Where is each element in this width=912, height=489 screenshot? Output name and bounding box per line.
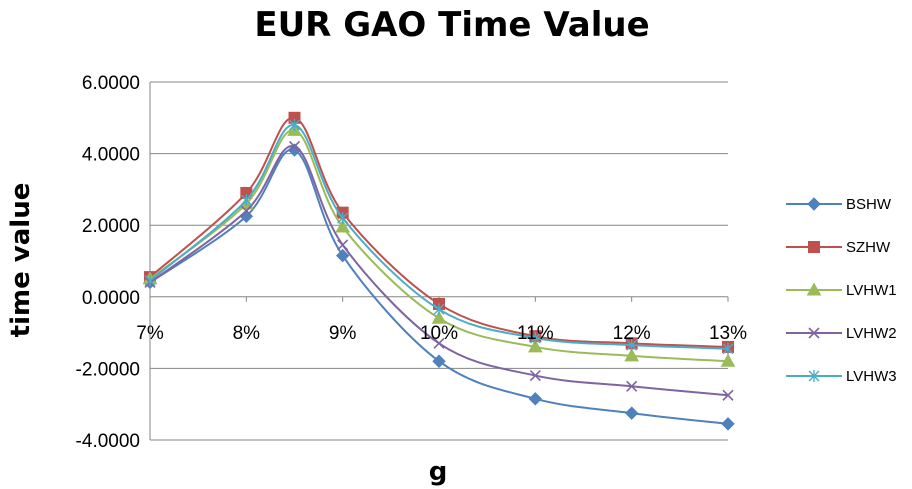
x-tick-label: 9% (329, 323, 357, 344)
data-point (288, 140, 301, 153)
legend-item-LVHW2: LVHW2 (786, 325, 897, 342)
data-point (527, 339, 543, 353)
y-tick-label: 4.0000 (82, 145, 140, 166)
y-tick-label: -4.0000 (76, 431, 140, 452)
series-line (149, 148, 729, 425)
legend-label: SZHW (846, 239, 891, 256)
data-point (626, 339, 638, 352)
plot-axes (149, 82, 729, 440)
data-point (720, 353, 736, 367)
legend-label: LVHW1 (846, 282, 897, 299)
legend-item-LVHW1: LVHW1 (786, 282, 897, 299)
plot-grid (150, 81, 728, 441)
data-point (624, 406, 639, 420)
legend-item-LVHW3: LVHW3 (786, 368, 897, 385)
data-point (626, 380, 638, 392)
y-axis-title: time value (6, 183, 36, 338)
x-tick-label: 11% (517, 323, 554, 344)
series-LVHW3 (144, 118, 734, 355)
legend-marker (808, 241, 820, 253)
x-tick-labels: 7% 8% 9% 10% 11% 12% 13% (136, 323, 747, 344)
y-tick-label: -2.0000 (76, 359, 140, 380)
x-tick-label: 10% (420, 323, 458, 344)
legend-marker (808, 370, 820, 382)
y-tick-label: 6.0000 (82, 73, 140, 94)
legend-label: BSHW (846, 196, 892, 213)
chart-title: EUR GAO Time Value (254, 5, 649, 45)
legend-label: LVHW3 (846, 368, 897, 385)
series-line (149, 145, 729, 397)
data-point (144, 274, 156, 287)
legend-marker (808, 327, 820, 339)
data-point (528, 392, 543, 406)
data-point (289, 118, 300, 131)
data-point (240, 205, 252, 217)
data-point (337, 212, 349, 225)
data-point (335, 248, 350, 263)
legend-marker (806, 282, 822, 296)
data-point (721, 417, 735, 431)
legend-item-SZHW: SZHW (786, 239, 891, 256)
x-axis-title: g (429, 457, 448, 487)
data-point (433, 337, 445, 349)
data-point (529, 369, 541, 382)
data-point (624, 348, 640, 362)
data-point (529, 331, 541, 344)
x-tick-label: 8% (233, 323, 261, 344)
x-tick-label: 7% (136, 323, 164, 344)
series-LVHW1 (142, 122, 736, 367)
data-point (433, 303, 445, 316)
data-point (722, 342, 734, 355)
x-tick-label: 13% (709, 323, 747, 344)
data-point (432, 354, 446, 368)
plot-series (142, 111, 736, 431)
legend: BSHW SZHW LVHW1 LVHW2 LVHW3 (786, 196, 897, 385)
data-point (431, 310, 447, 324)
legend-item-BSHW: BSHW (786, 196, 892, 213)
x-tick-label: 12% (613, 323, 651, 344)
data-point (335, 219, 351, 233)
data-point (240, 194, 252, 207)
legend-label: LVHW2 (846, 325, 897, 342)
data-point (337, 239, 349, 251)
legend-marker (807, 197, 821, 211)
data-point (722, 389, 734, 401)
y-tick-label: 0.0000 (82, 288, 140, 309)
y-tick-label: 2.0000 (82, 216, 140, 237)
y-tick-labels: 6.0000 4.0000 2.0000 0.0000 -2.0000 -4.0000 (76, 73, 140, 452)
